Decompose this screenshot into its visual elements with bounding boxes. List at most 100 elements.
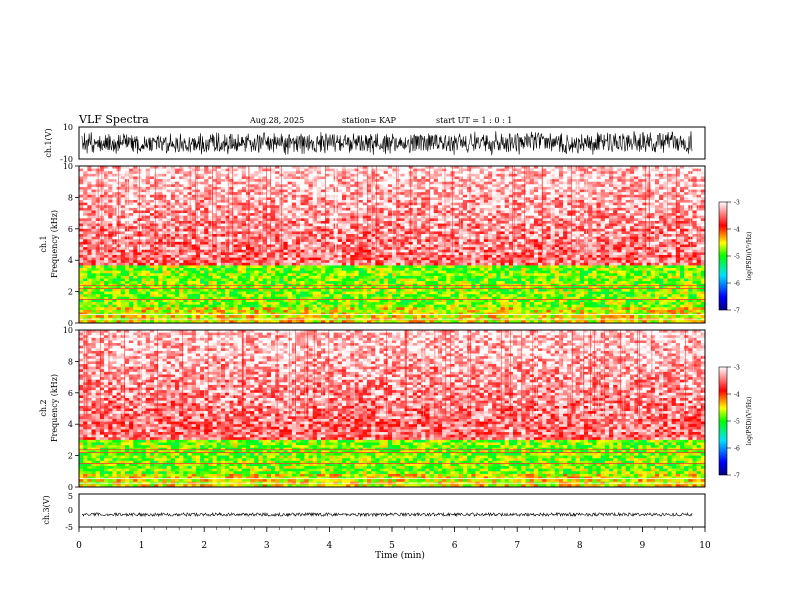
spectrogram-cell [437, 200, 443, 203]
spectrogram-cell [400, 239, 405, 243]
spectrogram-cell [579, 239, 585, 243]
spectrogram-cell [237, 231, 243, 235]
spectrogram-cell [513, 210, 518, 214]
spectrogram-cell [621, 171, 626, 175]
spectrogram-cell [558, 210, 564, 214]
spectrogram-cell [158, 166, 163, 169]
spectrogram-cell [325, 215, 330, 219]
spectrogram-cell [83, 192, 88, 196]
figure-title: VLF Spectra [78, 113, 149, 126]
spectrogram-cell [371, 244, 376, 248]
spectrogram-cell [467, 171, 472, 175]
spectrogram-cell [287, 218, 293, 222]
spectrogram-cell [149, 184, 155, 188]
spectrogram-cell [191, 171, 197, 175]
spectrogram-cell [212, 210, 218, 214]
spectrogram-cell [254, 202, 259, 206]
spectrogram-cell [316, 236, 322, 240]
spectrogram-cell [133, 226, 138, 230]
spectrogram-cell [596, 168, 601, 172]
spectrogram-cell [362, 176, 368, 180]
spectrogram-cell [187, 184, 192, 188]
spectrogram-cell [329, 234, 334, 237]
spectrogram-cell [596, 194, 601, 198]
spectrogram-cell [354, 181, 359, 185]
spectrogram-cell [225, 205, 230, 209]
spectrogram-cell [174, 184, 180, 188]
spectrogram-cell [212, 184, 218, 188]
spectrogram-cell [433, 234, 439, 237]
spectrogram-cell [200, 168, 205, 172]
spectrogram-cell [212, 166, 218, 169]
spectrogram-cell [145, 202, 151, 206]
spectrogram-cell [492, 244, 497, 248]
spectrogram-cell [341, 223, 347, 227]
spectrogram-cell [258, 171, 263, 175]
spectrogram-cell [504, 241, 510, 245]
spectrogram-cell [191, 215, 197, 219]
spectrogram-cell [675, 226, 681, 230]
spectrogram-cell [229, 231, 234, 235]
spectrogram-cell [625, 194, 631, 198]
spectrogram-cell [183, 179, 188, 182]
spectrogram-cell [634, 189, 639, 193]
spectrogram-cell [412, 197, 418, 201]
spectrogram-cell [588, 215, 593, 219]
spectrogram-cell [366, 166, 372, 169]
spectrogram-cell [225, 200, 230, 203]
spectrogram-cell [179, 249, 184, 253]
spectrogram-cell [533, 215, 539, 219]
spectrogram-cell [596, 231, 601, 235]
spectrogram-cell [604, 207, 610, 211]
spectrogram-cell [275, 176, 280, 180]
spectrogram-cell [341, 218, 347, 222]
spectrogram-cell [275, 192, 280, 196]
spectrogram-cell [471, 228, 476, 232]
spectrogram-cell [659, 179, 664, 182]
spectrogram-cell [337, 218, 343, 222]
spectrogram-cell [621, 168, 626, 172]
spectrogram-cell [663, 194, 668, 198]
spectrogram-cell [487, 231, 493, 235]
spectrogram-cell [233, 239, 238, 243]
spectrogram-cell [417, 179, 422, 182]
spectrogram-cell [492, 179, 497, 182]
spectrogram-cell [216, 197, 222, 201]
spectrogram-cell [120, 184, 126, 188]
spectrogram-cell [592, 171, 597, 175]
spectrogram-cell [91, 181, 96, 185]
spectrogram-cell [254, 247, 259, 251]
spectrogram-cell [112, 166, 117, 169]
spectrogram-cell [346, 171, 351, 175]
spectrogram-cell [700, 176, 706, 180]
spectrogram-cell [304, 244, 309, 248]
spectrogram-cell [183, 226, 188, 230]
spectrogram-cell [350, 226, 355, 230]
spectrogram-cell [654, 228, 660, 232]
spectrogram-cell [308, 173, 313, 177]
spectrogram-cell [550, 189, 556, 193]
spectrogram-cell [446, 239, 451, 243]
spectrogram-cell [625, 192, 631, 196]
spectrogram-cell [358, 181, 364, 185]
spectrogram-cell [262, 210, 268, 214]
spectrogram-cell [321, 189, 326, 193]
spectrogram-cell [629, 205, 635, 209]
spectrogram-cell [321, 241, 326, 245]
spectrogram-cell [421, 171, 426, 175]
spectrogram-cell [375, 241, 380, 245]
spectrogram-cell [521, 194, 526, 198]
spectrogram-cell [245, 166, 251, 169]
spectrogram-cell [104, 194, 109, 198]
spectrogram-cell [542, 176, 547, 180]
spectrogram-cell [187, 186, 192, 190]
spectrogram-cell [663, 179, 668, 182]
spectrogram-cell [112, 244, 117, 248]
spectrogram-cell [291, 166, 297, 169]
spectrogram-cell [604, 197, 610, 201]
spectrogram-cell [145, 205, 151, 209]
spectrogram-cell [237, 197, 243, 201]
spectrogram-cell [679, 202, 685, 206]
spectrogram-cell [579, 223, 585, 227]
spectrogram-cell [229, 226, 234, 230]
